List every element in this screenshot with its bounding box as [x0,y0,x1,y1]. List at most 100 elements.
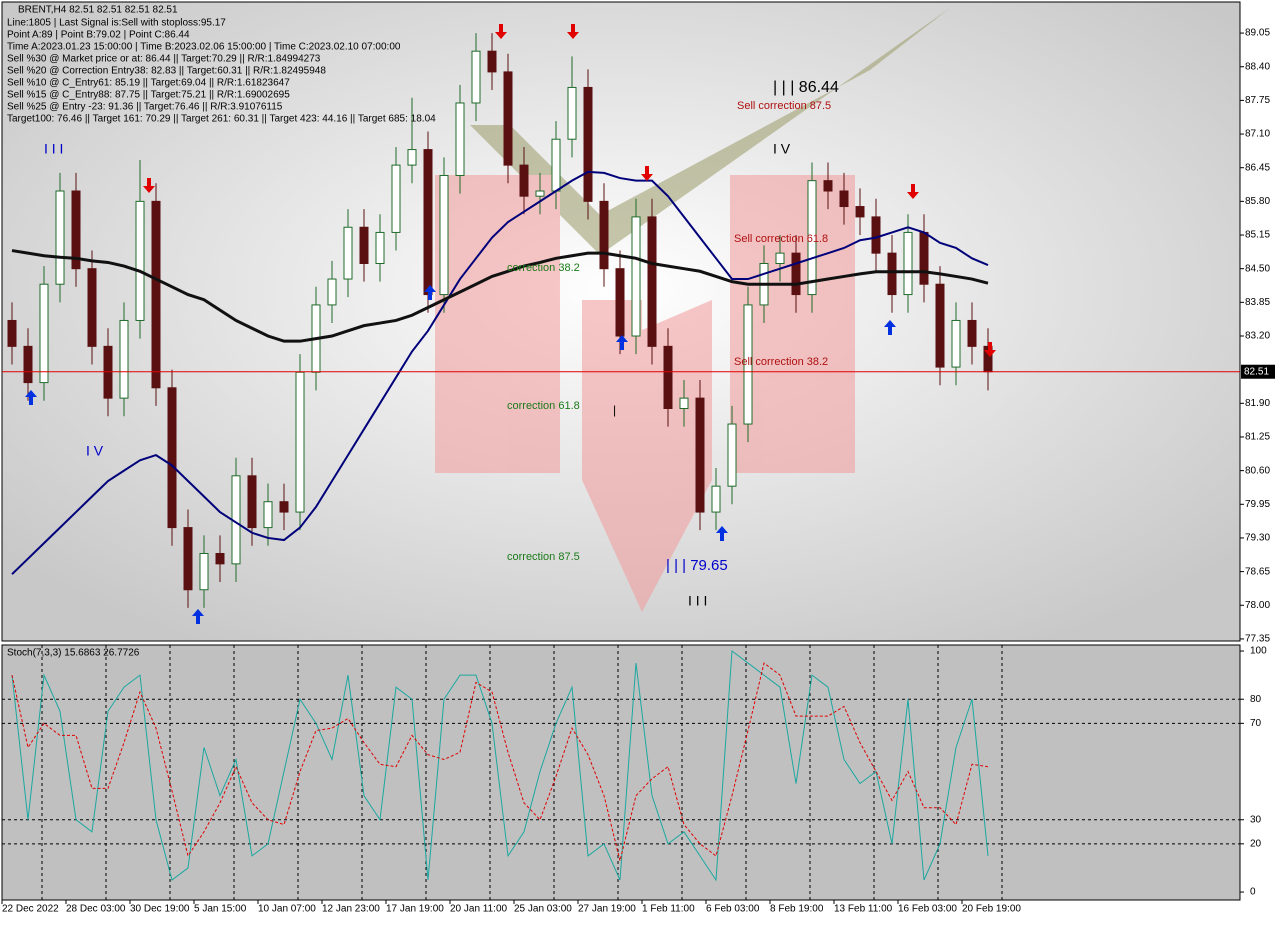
candle-body [647,216,657,347]
candle-body [215,552,225,565]
candle-body [967,319,977,347]
correction-label: Sell correction 61.8 [734,233,828,245]
candle-body [519,164,529,197]
header-line: Sell %10 @ C_Entry61: 85.19 || Target:69… [7,78,290,89]
header-line: Sell %30 @ Market price or at: 86.44 || … [7,54,321,65]
annotations: | | | 86.44 Sell correction 87.5 I V I I… [44,79,839,608]
candle-body [807,180,817,296]
x-tick-label: 22 Dec 2022 [2,904,59,915]
candle-body [119,319,129,399]
x-tick-label: 6 Feb 03:00 [706,904,760,915]
candle-body [439,174,449,296]
y-tick-label: 79.95 [1245,499,1270,510]
candle-body [327,278,337,306]
x-tick-label: 25 Jan 03:00 [514,904,572,915]
x-tick-label: 20 Jan 11:00 [450,904,508,915]
last-price-label: 82.51 [1244,366,1269,377]
candle-body [71,190,81,270]
candle-body [839,190,849,208]
y-tick-label: 87.10 [1245,129,1270,140]
candle-body [103,345,113,399]
y-tick-label: 77.35 [1245,634,1270,645]
wave-label: I V [773,141,791,157]
y-tick-label: 88.40 [1245,61,1270,72]
candle-body [87,268,97,347]
correction-label: correction 38.2 [507,262,580,274]
x-tick-label: 5 Jan 15:00 [194,904,247,915]
x-tick-label: 12 Jan 23:00 [322,904,380,915]
candle-body [567,86,577,140]
y-tick-label: 80 [1250,694,1262,705]
y-tick-label: 79.30 [1245,533,1270,544]
candle-body [951,319,961,368]
header-line: Target100: 76.46 || Target 161: 70.29 ||… [7,114,436,125]
correction-label: correction 87.5 [507,551,580,563]
x-tick-label: 20 Feb 19:00 [962,904,1021,915]
candle-body [39,283,49,384]
wave-label: I I I [44,141,63,157]
candle-body [359,226,369,265]
wave-label: | [613,403,616,417]
candle-body [295,371,305,513]
moving-average [11,170,989,575]
candle-body [679,397,689,409]
moving-average [11,249,989,343]
x-tick-label: 1 Feb 11:00 [642,904,695,915]
y-tick-label: 83.85 [1245,297,1270,308]
header-line: Point A:89 | Point B:79.02 | Point C:86.… [7,30,190,41]
y-tick-label: 89.05 [1245,28,1270,39]
stoch-line [11,662,989,861]
y-tick-label: 20 [1250,838,1262,849]
candle-body [423,149,433,296]
y-tick-label: 87.75 [1245,95,1270,106]
y-tick-label: 86.45 [1245,162,1270,173]
candle-body [903,231,913,296]
stoch-layer: Stoch(7,3,3) 15.6863 26.7726 [2,645,1240,900]
y-tick-label: 85.15 [1245,230,1270,241]
x-tick-label: 13 Feb 11:00 [834,904,893,915]
correction-label: Sell correction 38.2 [734,356,828,368]
y-tick-label: 100 [1250,646,1267,657]
candle-body [887,252,897,296]
header-line: Sell %20 @ Correction Entry38: 82.83 || … [7,66,326,77]
candle-body [471,50,481,104]
x-tick-label: 10 Jan 07:00 [258,904,316,915]
candle-body [151,200,161,389]
y-tick-label: 78.00 [1245,600,1270,611]
header-line: Sell %25 @ Entry -23: 91.36 || Target:76… [7,102,283,113]
candle-body [663,345,673,409]
wave-label: | | | 86.44 [773,79,839,96]
candle-body [167,387,177,529]
header: BRENT,H4 82.51 82.51 82.51 82.51 Line:18… [7,5,436,125]
y-tick-label: 70 [1250,718,1262,729]
candle-body [791,252,801,296]
x-tick-label: 16 Feb 03:00 [898,904,957,915]
candle-body [135,200,145,321]
signal-arrows [25,24,996,624]
candle-body [615,268,625,337]
candle-body [551,138,561,192]
correction-label: Sell correction 87.5 [737,100,831,112]
y-tick-label: 81.90 [1245,398,1270,409]
candle-body [535,190,545,197]
candle-body [455,102,465,176]
y-tick-label: 81.25 [1245,432,1270,443]
candle-body [55,190,65,285]
x-tick-label: 30 Dec 19:00 [130,904,190,915]
candle-body [599,200,609,270]
x-tick-label: 27 Jan 19:00 [578,904,636,915]
candle-body [711,485,721,513]
x-tick-label: 8 Feb 19:00 [770,904,824,915]
candle-body [263,501,273,529]
last-price-box [1241,364,1275,379]
candle-body [583,86,593,202]
candle-body [7,319,17,347]
candle-body [279,501,289,513]
header-line: BRENT,H4 82.51 82.51 82.51 82.51 [18,5,178,16]
candle-body [391,164,401,233]
header-line: Time A:2023.01.23 15:00:00 | Time B:2023… [7,42,401,53]
candle-body [695,397,705,513]
header-line: Sell %15 @ C_Entry88: 87.75 || Target:75… [7,90,290,101]
candle-body [183,527,193,591]
wave-label: I V [86,443,104,459]
